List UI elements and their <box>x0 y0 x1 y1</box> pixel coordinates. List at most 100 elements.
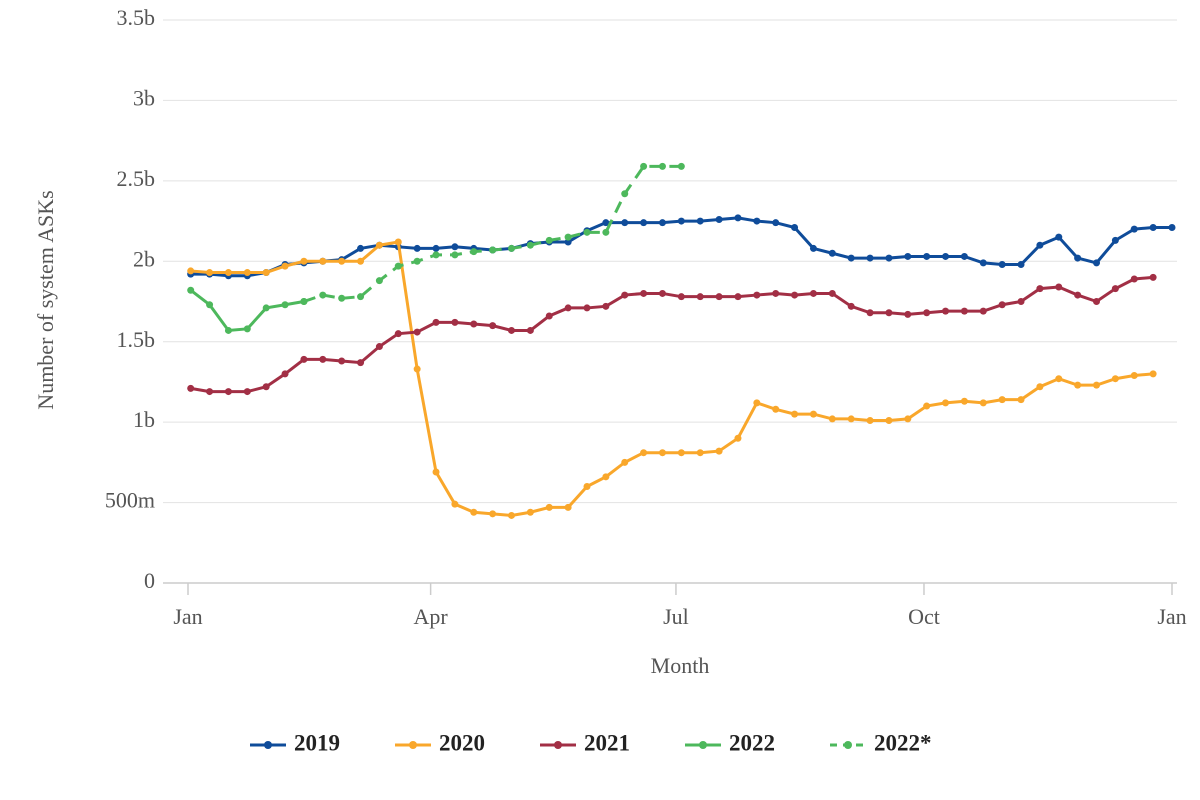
data-point <box>375 277 383 285</box>
legend-marker <box>699 741 707 749</box>
data-point <box>791 224 799 232</box>
y-tick-label: 500m <box>105 488 155 513</box>
data-point <box>526 508 534 516</box>
data-point <box>960 307 968 315</box>
data-point <box>772 289 780 297</box>
data-point <box>224 388 232 396</box>
data-point <box>375 241 383 249</box>
data-point <box>357 293 365 301</box>
data-point <box>1074 254 1082 262</box>
data-point <box>545 236 553 244</box>
data-point <box>828 249 836 257</box>
x-axis-title: Month <box>651 653 710 678</box>
data-point <box>394 262 402 270</box>
data-point <box>885 309 893 317</box>
series-line <box>189 289 305 333</box>
data-point <box>319 257 327 265</box>
data-point <box>1111 285 1119 293</box>
data-point <box>187 267 195 275</box>
data-point <box>300 298 308 305</box>
data-point <box>206 388 214 396</box>
data-point <box>942 399 950 407</box>
data-point <box>357 244 365 252</box>
data-point <box>979 259 987 267</box>
data-point <box>753 217 761 225</box>
data-point <box>602 473 610 481</box>
y-tick-label: 2.5b <box>117 166 156 191</box>
data-point <box>772 219 780 227</box>
data-point <box>923 309 931 317</box>
data-point <box>281 370 289 378</box>
data-point <box>432 318 440 326</box>
data-point <box>602 302 610 310</box>
data-point <box>357 359 365 367</box>
data-point <box>923 402 931 410</box>
data-point <box>451 318 459 326</box>
data-point <box>526 326 534 334</box>
x-tick-label: Jan <box>1157 604 1186 629</box>
data-point <box>791 291 799 299</box>
data-point <box>1055 283 1063 291</box>
data-point <box>1036 383 1044 391</box>
y-tick-label: 1.5b <box>117 327 156 352</box>
data-point <box>1093 381 1101 389</box>
data-point <box>224 269 232 277</box>
data-point <box>658 162 666 170</box>
data-point <box>847 302 855 310</box>
y-tick-label: 3b <box>133 85 155 110</box>
data-point <box>338 357 346 365</box>
data-point <box>809 410 817 418</box>
data-point <box>394 330 402 338</box>
data-point <box>545 503 553 511</box>
data-point <box>715 293 723 301</box>
data-point <box>753 399 761 407</box>
data-point <box>413 244 421 252</box>
data-point <box>1017 396 1025 404</box>
data-point <box>1017 298 1025 305</box>
data-point <box>809 289 817 297</box>
x-tick-label: Jul <box>663 604 689 629</box>
data-point <box>338 257 346 265</box>
data-point <box>583 228 591 236</box>
legend-marker <box>264 741 272 749</box>
data-point <box>621 291 629 299</box>
data-point <box>526 241 534 249</box>
data-point <box>432 251 440 259</box>
data-point <box>1149 370 1157 378</box>
data-point <box>904 310 912 318</box>
data-point <box>1111 375 1119 383</box>
data-point <box>979 399 987 407</box>
data-point <box>640 162 648 170</box>
data-point <box>262 304 270 312</box>
legend-label: 2020 <box>439 730 485 755</box>
data-point <box>885 417 893 425</box>
data-point <box>564 304 572 312</box>
data-point <box>1055 233 1063 241</box>
data-point <box>432 468 440 476</box>
data-point <box>451 500 459 508</box>
data-point <box>583 304 591 312</box>
data-point <box>640 219 648 227</box>
data-point <box>545 312 553 320</box>
data-point <box>319 291 327 299</box>
data-point <box>1149 273 1157 281</box>
data-point <box>300 257 308 265</box>
y-tick-label: 0 <box>144 568 155 593</box>
data-point <box>885 254 893 262</box>
data-point <box>960 397 968 405</box>
data-point <box>564 503 572 511</box>
data-point <box>489 322 497 330</box>
series-line <box>303 164 682 303</box>
y-tick-label: 1b <box>133 407 155 432</box>
data-point <box>677 449 685 457</box>
data-point <box>847 415 855 423</box>
data-point <box>734 434 742 442</box>
data-point <box>998 301 1006 309</box>
series-line <box>190 275 1154 394</box>
data-point <box>508 511 516 519</box>
data-point <box>262 269 270 277</box>
data-point <box>1093 259 1101 267</box>
data-point <box>508 326 516 334</box>
data-point <box>734 293 742 301</box>
legend-label: 2022* <box>874 730 932 755</box>
